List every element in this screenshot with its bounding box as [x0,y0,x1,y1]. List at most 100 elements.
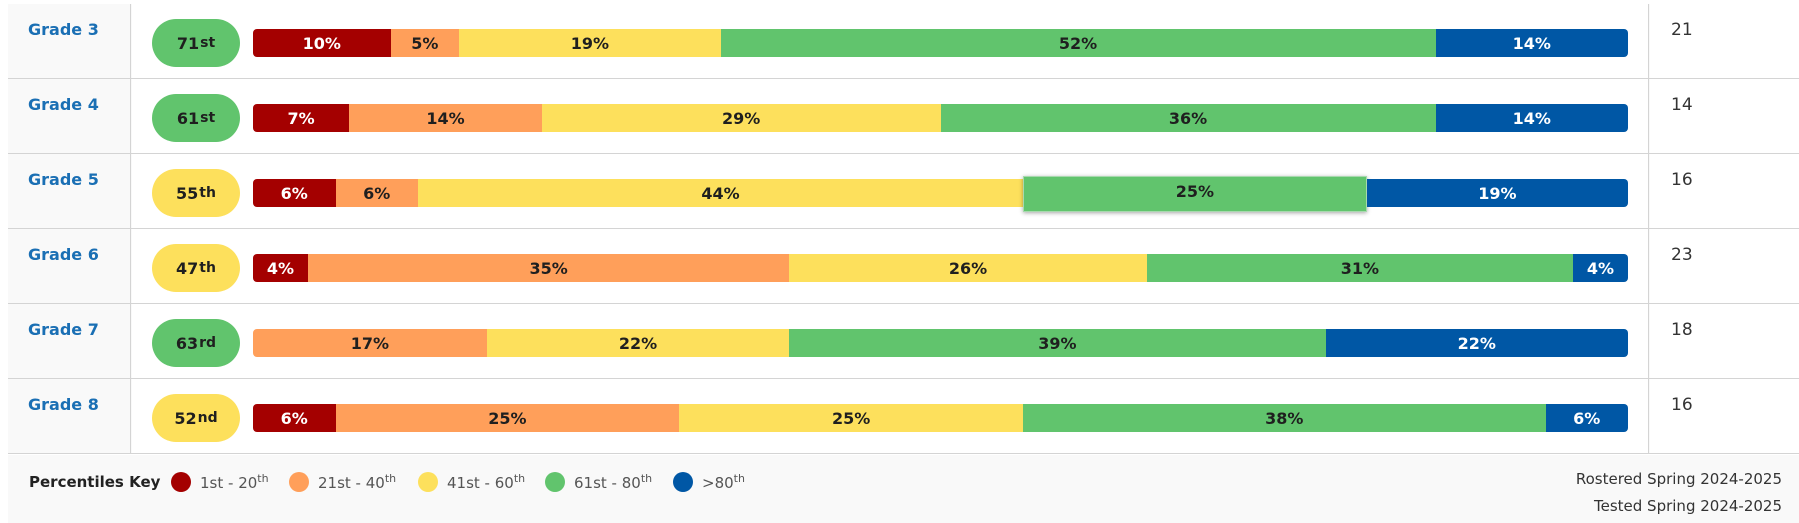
key-color-dot [418,472,438,492]
key-item-21st-40th: 21st - 40th [289,471,396,493]
key-label-suffix: th [384,472,397,485]
bar-segment-1st-20th[interactable]: 7% [253,104,350,132]
key-label-text: >80 [702,474,734,492]
bar-segment-above-80th[interactable]: 6% [1545,404,1628,432]
student-count-cell: 23 [1650,229,1799,303]
percentile-distribution-bar: 17% 22% 39% 22% [253,329,1628,357]
student-count-cell: 21 [1650,4,1799,78]
bar-segment-41st-60th[interactable]: 25% [679,404,1023,432]
student-count: 16 [1671,170,1693,190]
key-label-text: 61st - 80 [574,474,641,492]
key-label-suffix: th [733,472,745,485]
percentile-distribution-bar: 6% 6% 44% 25% 19% [253,176,1628,212]
rostered-term: Rostered Spring 2024-2025 [1575,470,1782,488]
percentile-suffix: st [200,110,216,126]
key-item-41st-60th: 41st - 60th [418,471,525,493]
percentile-suffix: st [200,35,216,51]
bar-segment-61st-80th[interactable]: 25% [1023,176,1367,212]
bar-segment-1st-20th[interactable]: 6% [253,404,336,432]
bar-segment-above-80th[interactable]: 19% [1366,179,1628,207]
key-label-suffix: th [513,472,526,485]
bar-segment-above-80th[interactable]: 22% [1325,329,1628,357]
grade-cell: Grade 4 [8,79,131,153]
key-label: >80th [702,472,745,492]
key-color-dot [289,472,309,492]
bar-segment-above-80th[interactable]: 14% [1435,104,1628,132]
percentile-value: 47 [176,258,199,278]
bar-segment-21st-40th[interactable]: 6% [335,179,418,207]
key-label-text: 21st - 40 [318,474,385,492]
bar-segment-41st-60th[interactable]: 26% [789,254,1147,282]
bar-segment-1st-20th[interactable]: 10% [253,29,391,57]
key-color-dot [545,472,565,492]
student-count-cell: 18 [1650,304,1799,378]
key-label: 61st - 80th [574,472,652,492]
percentile-suffix: th [199,260,216,276]
grade-link[interactable]: Grade 5 [28,170,99,189]
tested-term: Tested Spring 2024-2025 [1594,497,1782,515]
key-label-text: 1st - 20 [200,474,258,492]
key-item-above-80th: >80th [673,471,745,493]
bar-segment-21st-40th[interactable]: 5% [390,29,460,57]
student-count-cell: 16 [1650,379,1799,453]
key-color-dot [171,472,191,492]
bar-segment-41st-60th[interactable]: 44% [418,179,1023,207]
percentile-value: 63 [175,333,199,353]
grade-link[interactable]: Grade 6 [28,245,99,264]
key-label-suffix: th [640,472,653,485]
percentile-value: 61 [176,108,200,128]
key-label: 21st - 40th [318,472,396,492]
bar-segment-61st-80th[interactable]: 38% [1023,404,1546,432]
key-item-1st-20th: 1st - 20th [171,471,269,493]
grade-cell: Grade 3 [8,4,131,78]
key-label: 41st - 60th [447,472,525,492]
key-item-61st-80th: 61st - 80th [545,471,652,493]
student-count: 16 [1671,395,1693,415]
bar-segment-41st-60th[interactable]: 29% [541,104,941,132]
student-count-cell: 16 [1650,154,1799,228]
grade-cell: Grade 8 [8,379,131,453]
grade-link[interactable]: Grade 7 [28,320,99,339]
key-color-dot [673,472,693,492]
grade-link[interactable]: Grade 3 [28,20,99,39]
bar-segment-61st-80th[interactable]: 36% [940,104,1436,132]
bar-segment-21st-40th[interactable]: 17% [253,329,487,357]
bar-segment-1st-20th[interactable]: 6% [253,179,336,207]
bar-segment-21st-40th[interactable]: 14% [349,104,542,132]
bar-segment-41st-60th[interactable]: 22% [486,329,790,357]
grade-cell: Grade 5 [8,154,131,228]
percentile-distribution-bar: 10% 5% 19% 52% 14% [253,29,1628,57]
bar-segment-above-80th[interactable]: 14% [1435,29,1628,57]
grade-link[interactable]: Grade 8 [28,395,99,414]
grade-link[interactable]: Grade 4 [28,95,99,114]
percentile-distribution-bar: 6% 25% 25% 38% 6% [253,404,1628,432]
bar-segment-61st-80th[interactable]: 52% [720,29,1436,57]
percentiles-key-title: Percentiles Key [29,473,161,491]
bar-segment-1st-20th[interactable]: 4% [253,254,308,282]
key-label: 1st - 20th [200,472,269,492]
bar-segment-41st-60th[interactable]: 19% [459,29,721,57]
bar-segment-61st-80th[interactable]: 31% [1146,254,1573,282]
bar-segment-21st-40th[interactable]: 25% [335,404,680,432]
grade-cell: Grade 6 [8,229,131,303]
bar-segment-21st-40th[interactable]: 35% [308,254,790,282]
percentile-value: 52 [174,408,197,428]
student-count: 14 [1671,95,1693,115]
percentile-suffix: th [199,185,216,201]
bar-segment-above-80th[interactable]: 4% [1573,254,1628,282]
bar-segment-61st-80th[interactable]: 39% [789,329,1326,357]
percentile-distribution-bar: 4% 35% 26% 31% 4% [253,254,1628,282]
percentile-value: 71 [176,33,200,53]
